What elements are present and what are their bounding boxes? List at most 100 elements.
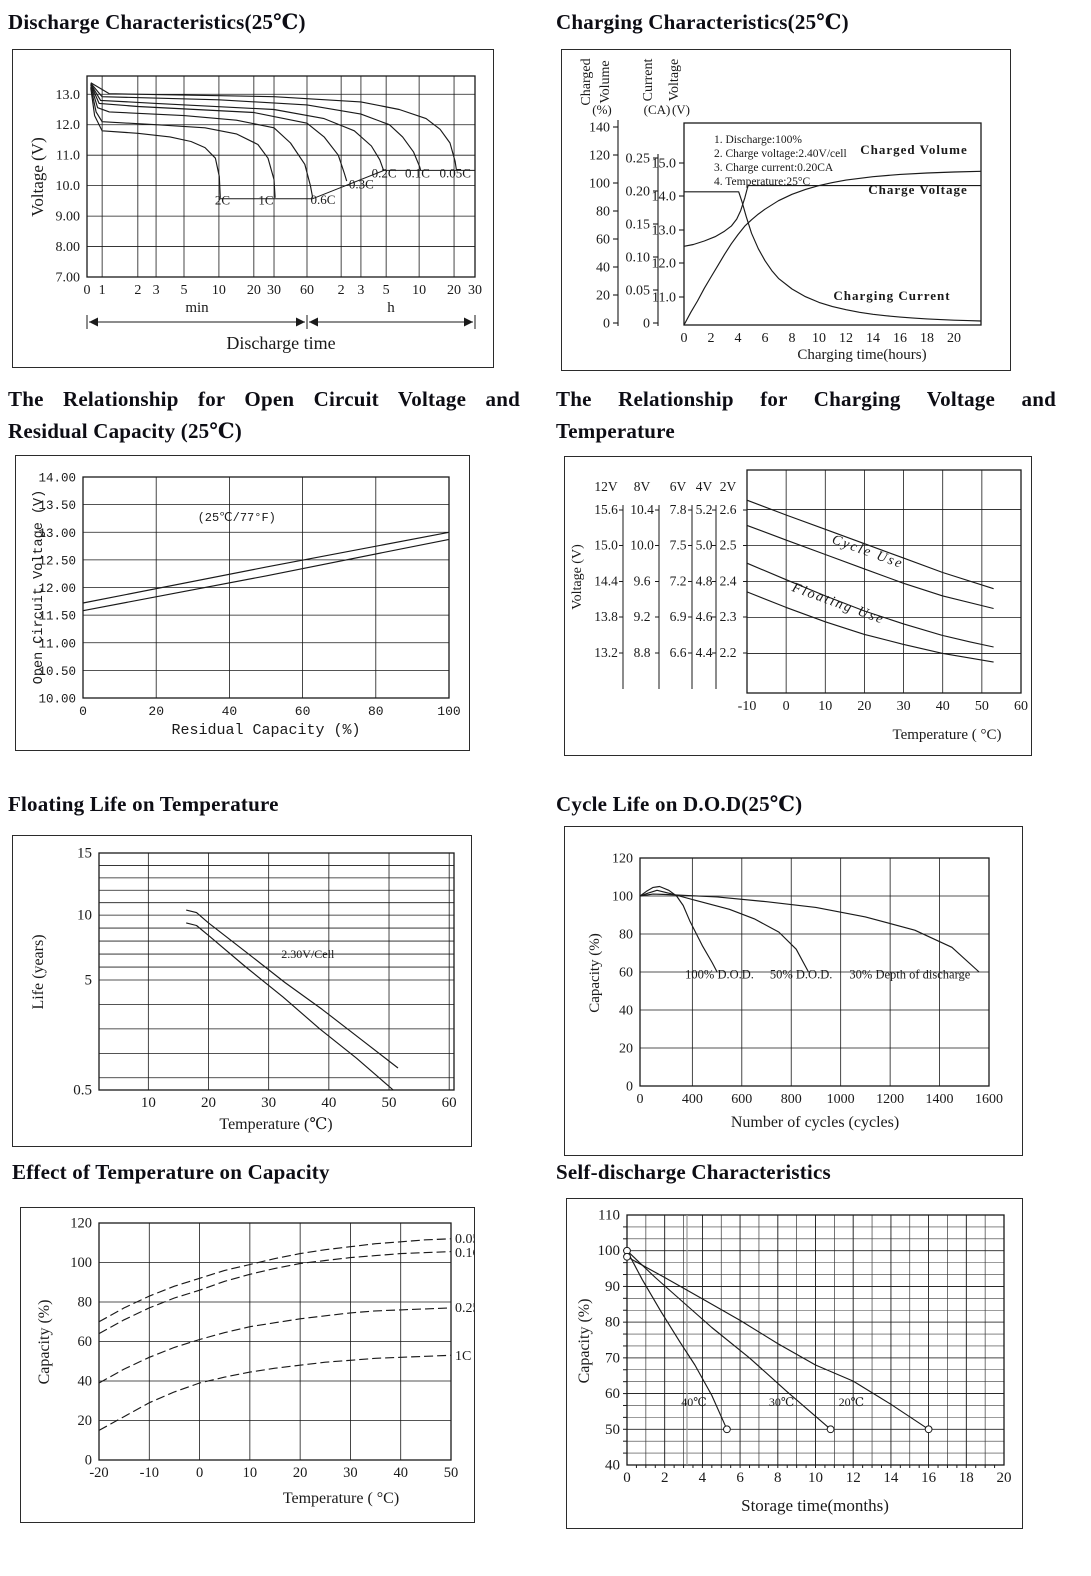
svg-text:13.2: 13.2 bbox=[594, 645, 618, 660]
svg-text:6.9: 6.9 bbox=[670, 609, 687, 624]
svg-text:min: min bbox=[185, 300, 209, 316]
svg-text:0: 0 bbox=[603, 317, 610, 332]
svg-text:1C: 1C bbox=[258, 193, 273, 208]
svg-text:80: 80 bbox=[605, 1315, 620, 1331]
svg-text:Volume: Volume bbox=[598, 60, 613, 103]
svg-text:0.25: 0.25 bbox=[626, 152, 651, 167]
svg-text:600: 600 bbox=[731, 1092, 752, 1107]
svg-text:8: 8 bbox=[789, 331, 796, 346]
svg-text:4.6: 4.6 bbox=[696, 609, 713, 624]
svg-text:2: 2 bbox=[661, 1470, 669, 1486]
svg-text:20℃: 20℃ bbox=[839, 1395, 864, 1409]
ocv-residual-capacity-chart: 0 20 40 60 80 100 14.00 13.50 13.00 12.50 12.00 11.… bbox=[32, 472, 461, 740]
svg-text:-20: -20 bbox=[89, 1465, 108, 1481]
svg-text:0.15: 0.15 bbox=[626, 218, 651, 233]
svg-text:80: 80 bbox=[78, 1295, 93, 1311]
svg-text:100% D.O.D.: 100% D.O.D. bbox=[685, 968, 754, 982]
svg-text:1: 1 bbox=[99, 283, 106, 298]
svg-text:10: 10 bbox=[243, 1465, 258, 1481]
svg-text:4.8: 4.8 bbox=[696, 574, 713, 589]
svg-text:10.00: 10.00 bbox=[38, 693, 76, 707]
svg-text:60: 60 bbox=[1014, 699, 1028, 714]
svg-text:14: 14 bbox=[883, 1470, 899, 1486]
svg-text:30℃: 30℃ bbox=[769, 1395, 794, 1409]
svg-text:40: 40 bbox=[321, 1095, 336, 1111]
svg-text:Discharge time: Discharge time bbox=[226, 333, 335, 353]
svg-text:2V: 2V bbox=[720, 479, 737, 494]
svg-text:0: 0 bbox=[681, 331, 688, 346]
svg-text:Cycle Use: Cycle Use bbox=[830, 532, 906, 572]
svg-text:2.6: 2.6 bbox=[720, 502, 737, 517]
svg-text:0.20: 0.20 bbox=[626, 185, 651, 200]
svg-text:100: 100 bbox=[70, 1255, 92, 1271]
svg-text:4.4: 4.4 bbox=[696, 645, 713, 660]
svg-text:0.05C: 0.05C bbox=[440, 166, 471, 181]
svg-text:0.25C: 0.25C bbox=[455, 1301, 474, 1316]
svg-text:11.50: 11.50 bbox=[38, 610, 76, 624]
svg-text:Capacity (%): Capacity (%) bbox=[576, 1299, 593, 1384]
svg-text:100: 100 bbox=[437, 704, 460, 719]
svg-text:12.0: 12.0 bbox=[56, 118, 81, 133]
temperature-capacity-effect-frame: -20 -10 0 10 20 30 40 50 0 20 40 60 80 100 120 0.05C0.1… bbox=[20, 1207, 475, 1523]
cycle-life-dod-chart: 0 400 600 800 1000 1200 1400 1600 0 20 40 60 80 100 12… bbox=[587, 852, 1003, 1132]
svg-text:11.00: 11.00 bbox=[38, 637, 76, 651]
svg-text:80: 80 bbox=[596, 205, 610, 220]
svg-text:4: 4 bbox=[735, 331, 742, 346]
svg-text:6V: 6V bbox=[670, 479, 687, 494]
svg-text:Temperature (℃): Temperature (℃) bbox=[219, 1116, 332, 1133]
svg-text:800: 800 bbox=[781, 1092, 802, 1107]
svg-text:7.00: 7.00 bbox=[56, 271, 81, 286]
svg-text:2.5: 2.5 bbox=[720, 538, 737, 553]
svg-text:60: 60 bbox=[442, 1095, 457, 1111]
svg-text:0.05C: 0.05C bbox=[455, 1232, 474, 1247]
section-cycle-life-dod: Cycle Life on D.O.D(25℃) 0 400 600 800 1000 1… bbox=[556, 788, 1076, 1156]
svg-text:Temperature ( °C): Temperature ( °C) bbox=[892, 727, 1001, 743]
svg-text:6.6: 6.6 bbox=[670, 645, 687, 660]
svg-text:10: 10 bbox=[808, 1470, 823, 1486]
svg-text:8V: 8V bbox=[634, 479, 651, 494]
svg-text:60: 60 bbox=[596, 233, 610, 248]
svg-text:15.0: 15.0 bbox=[594, 538, 618, 553]
svg-text:0: 0 bbox=[626, 1080, 633, 1095]
svg-text:0: 0 bbox=[79, 704, 87, 719]
svg-text:Charged Volume: Charged Volume bbox=[860, 142, 968, 157]
charging-voltage-temperature-frame: -10 0 10 20 30 40 50 60 12V 8V 6V 4V 2V 15.6 15.0 14.4 1… bbox=[564, 456, 1032, 756]
svg-text:14.4: 14.4 bbox=[594, 574, 618, 589]
svg-text:12: 12 bbox=[846, 1470, 861, 1486]
svg-text:40: 40 bbox=[393, 1465, 408, 1481]
charging-characteristics-chart: 0 2 4 6 8 10 12 14 16 18 20 0 20 40 60 80 100 120 140 0 0.05… bbox=[579, 58, 982, 363]
svg-text:4. Temperature:25°C: 4. Temperature:25°C bbox=[714, 176, 811, 188]
svg-text:5: 5 bbox=[85, 973, 93, 989]
svg-text:Charge Voltage: Charge Voltage bbox=[868, 182, 968, 197]
svg-text:Capacity (%): Capacity (%) bbox=[587, 933, 603, 1013]
svg-text:15: 15 bbox=[77, 846, 92, 862]
svg-text:13.00: 13.00 bbox=[38, 527, 76, 541]
svg-text:4V: 4V bbox=[696, 479, 713, 494]
svg-text:60: 60 bbox=[300, 283, 314, 298]
svg-text:0: 0 bbox=[783, 699, 790, 714]
svg-text:11.0: 11.0 bbox=[652, 291, 676, 306]
svg-text:30: 30 bbox=[343, 1465, 358, 1481]
svg-text:20: 20 bbox=[596, 289, 610, 304]
svg-text:18: 18 bbox=[920, 331, 934, 346]
svg-text:3: 3 bbox=[153, 283, 160, 298]
svg-text:5: 5 bbox=[181, 283, 188, 298]
svg-text:16: 16 bbox=[921, 1470, 937, 1486]
charging-characteristics-title: Charging Characteristics(25℃) bbox=[556, 10, 849, 34]
svg-text:20: 20 bbox=[201, 1095, 216, 1111]
svg-text:6: 6 bbox=[762, 331, 769, 346]
section-charging-characteristics: Charging Characteristics(25℃) 0 2 4 6 8 10 12 1… bbox=[556, 6, 1076, 371]
svg-text:Current: Current bbox=[641, 59, 656, 102]
svg-text:40: 40 bbox=[936, 699, 950, 714]
svg-text:10.4: 10.4 bbox=[630, 502, 654, 517]
section-charging-voltage-temperature: The Relationship for Charging Voltage an… bbox=[556, 383, 1056, 756]
svg-text:0.5: 0.5 bbox=[73, 1083, 92, 1099]
svg-text:9.00: 9.00 bbox=[56, 210, 81, 225]
svg-text:1400: 1400 bbox=[926, 1092, 954, 1107]
svg-text:0: 0 bbox=[85, 1453, 92, 1469]
svg-text:(CA): (CA) bbox=[644, 102, 671, 117]
svg-text:Charged: Charged bbox=[579, 58, 594, 105]
charging-characteristics-frame: 0 2 4 6 8 10 12 14 16 18 20 0 20 40 60 80 100 120 140 0 0.05… bbox=[561, 49, 1011, 371]
self-discharge-frame: 0 2 4 6 8 10 12 14 16 18 20 110 100 90 80 70 60 50 40 40℃ 30… bbox=[566, 1198, 1023, 1529]
svg-text:h: h bbox=[387, 300, 395, 316]
